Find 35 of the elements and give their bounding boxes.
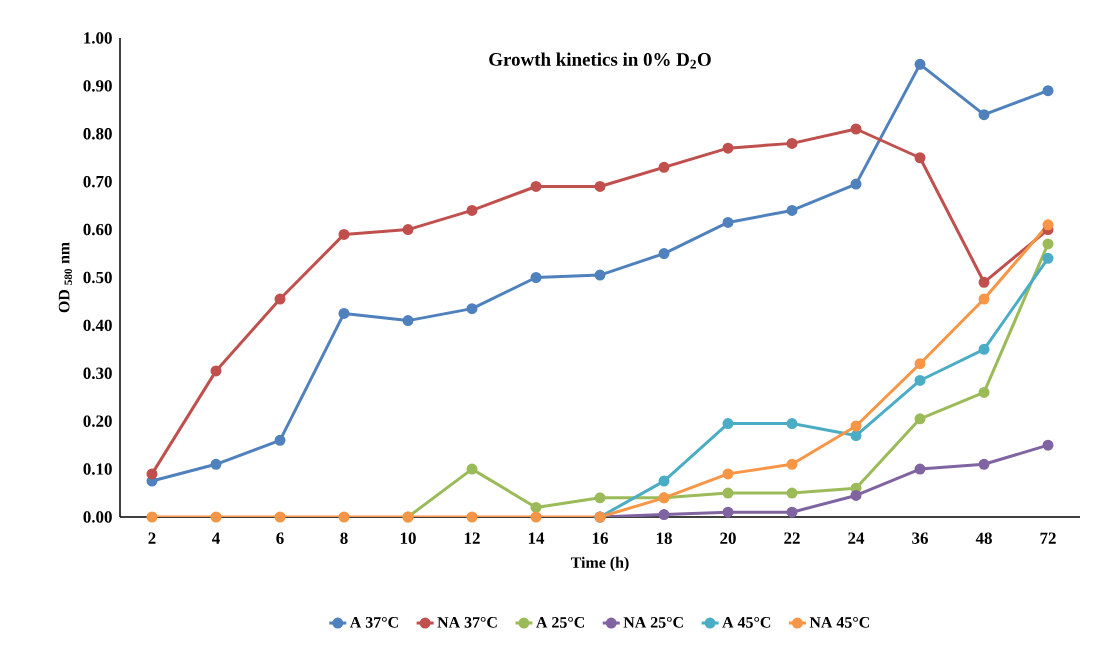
text: Growth kinetics in 0% D$_{2}$O: [489, 52, 711, 69]
legend-label: NA 37°C: [437, 616, 497, 628]
y-tick-label: 0.30: [83, 367, 112, 380]
y-tick-label: 0.70: [83, 175, 112, 188]
x-tick-label: 6: [276, 532, 284, 544]
legend-label: A 45°C: [722, 616, 771, 628]
x-tick-label: 22: [784, 532, 800, 544]
x-tick-label: 10: [400, 532, 416, 544]
y-tick-label: 0.80: [83, 128, 112, 140]
y-tick-label: 0.00: [83, 511, 112, 523]
x-axis-title: Time (h): [570, 556, 629, 572]
legend-label: NA 45°C: [809, 616, 870, 628]
y-tick-label: 0.20: [83, 415, 112, 427]
y-tick-label: 0.40: [83, 319, 112, 332]
y-axis-title: OD $_{580}$ nm: [58, 242, 72, 313]
legend-label: A 37°C: [349, 616, 398, 628]
legend-label: NA 25°C: [623, 616, 683, 628]
x-tick-label: 4: [212, 532, 220, 544]
legend-label: A 25°C: [536, 616, 585, 628]
x-tick-label: 24: [848, 532, 865, 544]
x-tick-label: 72: [1040, 532, 1056, 544]
y-tick-label: 0.60: [83, 223, 112, 236]
x-tick-label: 20: [720, 532, 736, 544]
y-tick-label: 1.00: [84, 32, 112, 44]
x-tick-label: 16: [592, 532, 608, 544]
x-tick-label: 8: [340, 532, 348, 544]
x-tick-label: 2: [148, 532, 156, 544]
x-tick-label: 48: [975, 532, 992, 544]
y-tick-label: 0.10: [83, 463, 112, 475]
x-tick-label: 36: [912, 532, 928, 544]
x-tick-label: 12: [464, 532, 480, 544]
y-tick-label: 0.50: [83, 271, 112, 284]
y-tick-label: 0.90: [83, 80, 112, 92]
x-tick-label: 14: [528, 532, 545, 544]
x-tick-label: 18: [656, 532, 672, 544]
